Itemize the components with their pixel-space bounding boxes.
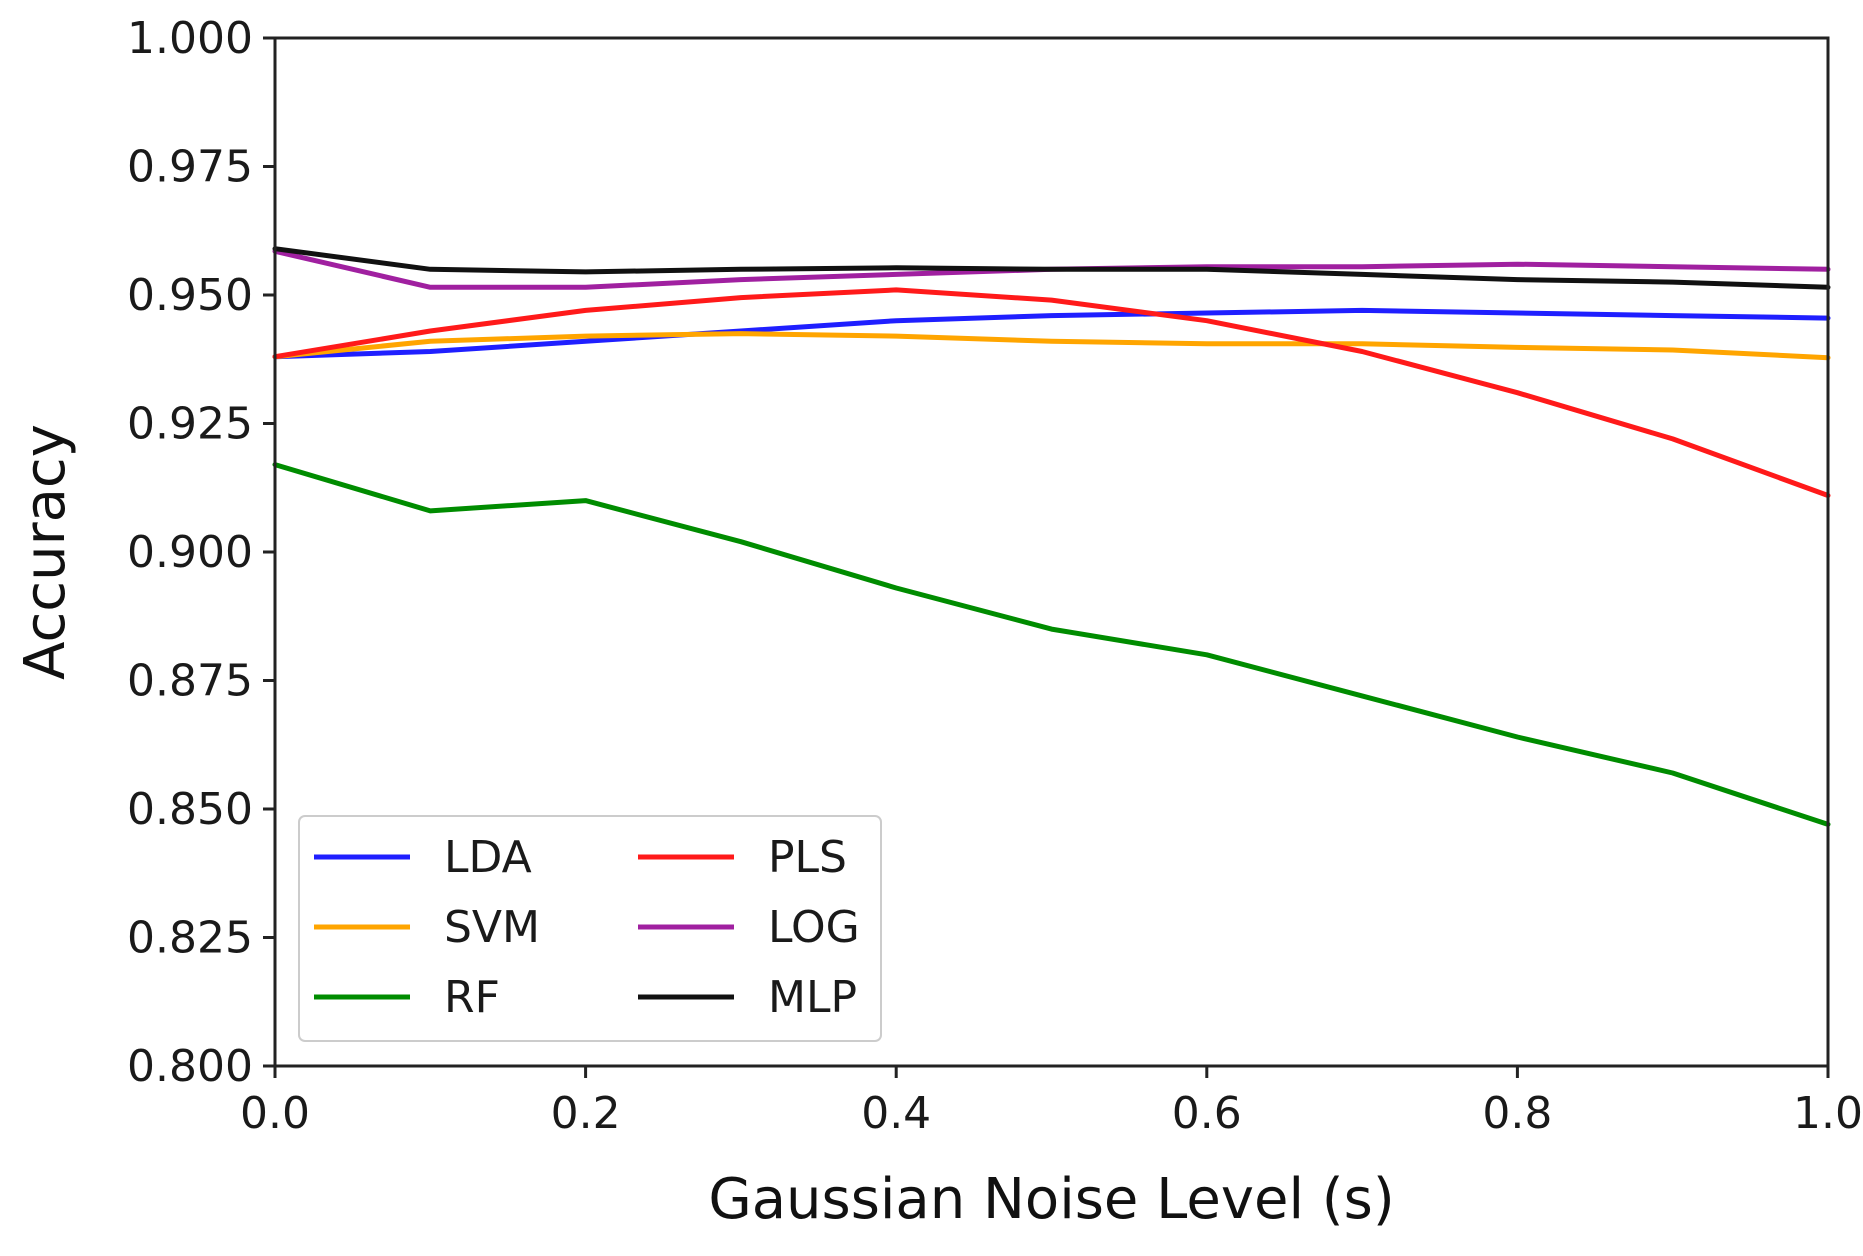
y-tick-label: 0.800 <box>127 1041 253 1092</box>
series-layer <box>272 246 1831 827</box>
x-tick-label: 0.8 <box>1482 1088 1552 1139</box>
y-tick-label: 0.850 <box>127 784 253 835</box>
y-tick-label: 0.975 <box>127 142 253 193</box>
legend-label-rf: RF <box>444 972 500 1023</box>
legend-frame <box>298 815 882 1042</box>
legend: LDA SVM RF PLS LOG MLP <box>298 815 882 1042</box>
y-tick-label: 0.900 <box>127 527 253 578</box>
legend-label-log: LOG <box>768 902 860 953</box>
series-line-lda <box>272 307 1831 360</box>
legend-label-pls: PLS <box>768 832 847 883</box>
y-tick-label: 0.925 <box>127 399 253 450</box>
series-line-mlp <box>272 246 1831 290</box>
y-tick-label: 0.950 <box>127 270 253 321</box>
x-tick-label: 0.6 <box>1172 1088 1242 1139</box>
x-tick-label: 0.2 <box>551 1088 621 1139</box>
legend-label-mlp: MLP <box>768 972 857 1023</box>
legend-label-svm: SVM <box>444 902 540 953</box>
series-line-rf <box>272 462 1831 827</box>
y-tick-label: 0.825 <box>127 913 253 964</box>
y-tick-label: 0.875 <box>127 656 253 707</box>
x-tick-label: 0.4 <box>861 1088 931 1139</box>
series-line-pls <box>272 287 1831 498</box>
y-axis: 0.800 0.825 0.850 0.875 0.900 0.925 0.950 0.975… <box>127 13 275 1092</box>
legend-label-lda: LDA <box>444 832 532 883</box>
x-axis: 0.0 0.2 0.4 0.6 0.8 1.0 <box>240 1066 1863 1139</box>
series-line-svm <box>272 331 1831 361</box>
y-axis-title: Accuracy <box>13 424 78 680</box>
y-tick-label: 1.000 <box>127 13 253 64</box>
x-tick-label: 0.0 <box>240 1088 310 1139</box>
x-axis-title: Gaussian Noise Level (s) <box>708 1167 1394 1232</box>
x-tick-label: 1.0 <box>1793 1088 1863 1139</box>
